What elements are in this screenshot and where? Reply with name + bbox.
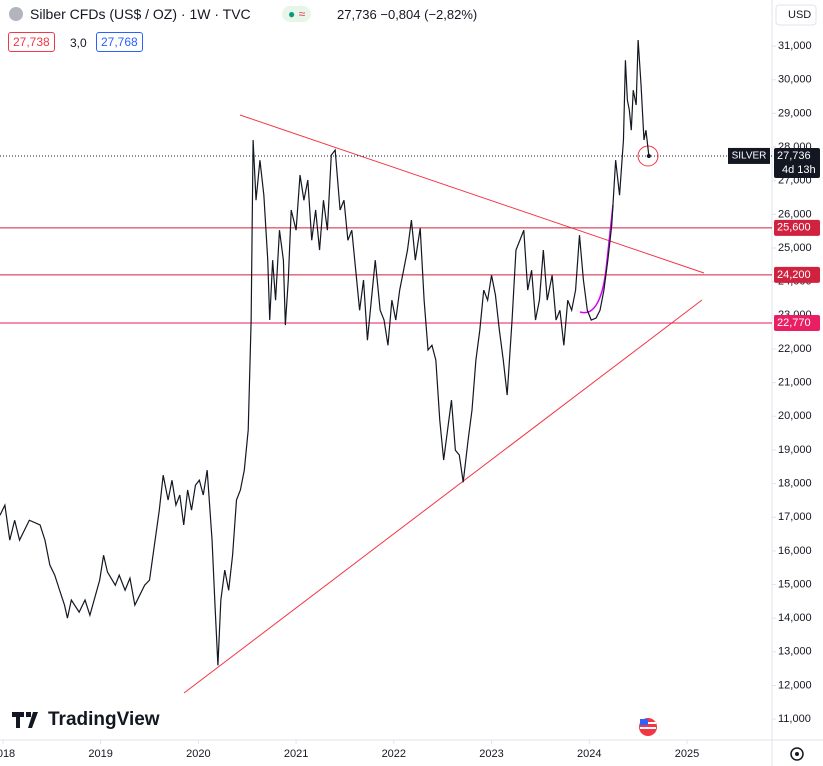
settings-button[interactable] (790, 747, 804, 761)
x-tick-label: 2020 (186, 748, 210, 760)
flag-canton (640, 719, 648, 725)
status-wave: ≈ (298, 7, 306, 21)
trend-line (239, 114, 705, 274)
flag-stripe (640, 727, 656, 729)
y-tick-label: 17,000 (778, 511, 812, 523)
y-tick-label: 21,000 (778, 377, 812, 389)
symbol-icon-svg (9, 7, 23, 21)
price-label-bg (774, 266, 820, 283)
price-line (0, 40, 650, 666)
market-status[interactable]: ● ≈ (282, 6, 312, 22)
symbol-label: SILVER (732, 151, 767, 162)
chart-title[interactable]: Silber CFDs (US$ / OZ) · 1W · TVC (30, 6, 251, 22)
symbol-circle (9, 7, 23, 21)
trend-line (183, 299, 703, 694)
ask-button[interactable]: 27,768 (96, 32, 143, 52)
price-label: 22,770 (777, 317, 811, 329)
y-tick-label: 13,000 (778, 646, 812, 658)
y-tick-label: 25,000 (778, 242, 812, 254)
y-tick-label: 20,000 (778, 410, 812, 422)
y-tick-label: 11,000 (778, 713, 811, 725)
us-flag-icon (639, 718, 657, 736)
y-tick-label: 18,000 (778, 477, 812, 489)
y-tick-label: 12,000 (778, 679, 812, 691)
x-tick-label: 2024 (577, 748, 601, 760)
bid-button[interactable]: 27,738 (8, 32, 55, 52)
price-label-bg (774, 219, 820, 236)
y-tick-label: 29,000 (778, 107, 812, 119)
countdown-label: 4d 13h (782, 164, 816, 176)
logo-icon (12, 712, 38, 728)
currency-label[interactable]: USD (788, 9, 811, 21)
y-tick-label: 16,000 (778, 545, 812, 557)
currency-button[interactable] (775, 4, 817, 26)
x-tick-label: 2021 (284, 748, 308, 760)
y-tick-label: 14,000 (778, 612, 812, 624)
x-tick-label: 2018 (0, 748, 15, 760)
symbol-label-bg (728, 147, 770, 164)
logo-text: TradingView (48, 709, 160, 730)
y-tick-label: 26,000 (778, 208, 812, 220)
y-tick-label: 22,000 (778, 343, 812, 355)
x-tick-label: 2025 (675, 748, 699, 760)
y-tick-label: 19,000 (778, 444, 812, 456)
y-tick-label: 15,000 (778, 578, 812, 590)
price-label: 24,200 (777, 269, 811, 281)
y-tick-label: 30,000 (778, 74, 812, 86)
quote: 27,736 −0,804 (−2,82%) (337, 7, 478, 22)
price-label: 25,600 (777, 222, 811, 234)
last-price-bg (774, 147, 820, 178)
price-label-bg (774, 315, 820, 332)
settings-gear-center[interactable] (795, 752, 799, 756)
symbol-icon (8, 6, 24, 25)
x-tick-label: 2019 (88, 748, 112, 760)
x-tick-label: 2023 (479, 748, 503, 760)
tradingview-logo: TradingView (12, 709, 160, 730)
settings-gear[interactable] (790, 747, 804, 761)
x-tick-label: 2022 (382, 748, 406, 760)
status-dot: ● (288, 7, 296, 21)
last-price-label: 27,736 (777, 150, 811, 162)
spread: 3,0 (70, 36, 87, 50)
last-point (646, 153, 651, 158)
y-tick-label: 31,000 (778, 40, 812, 52)
